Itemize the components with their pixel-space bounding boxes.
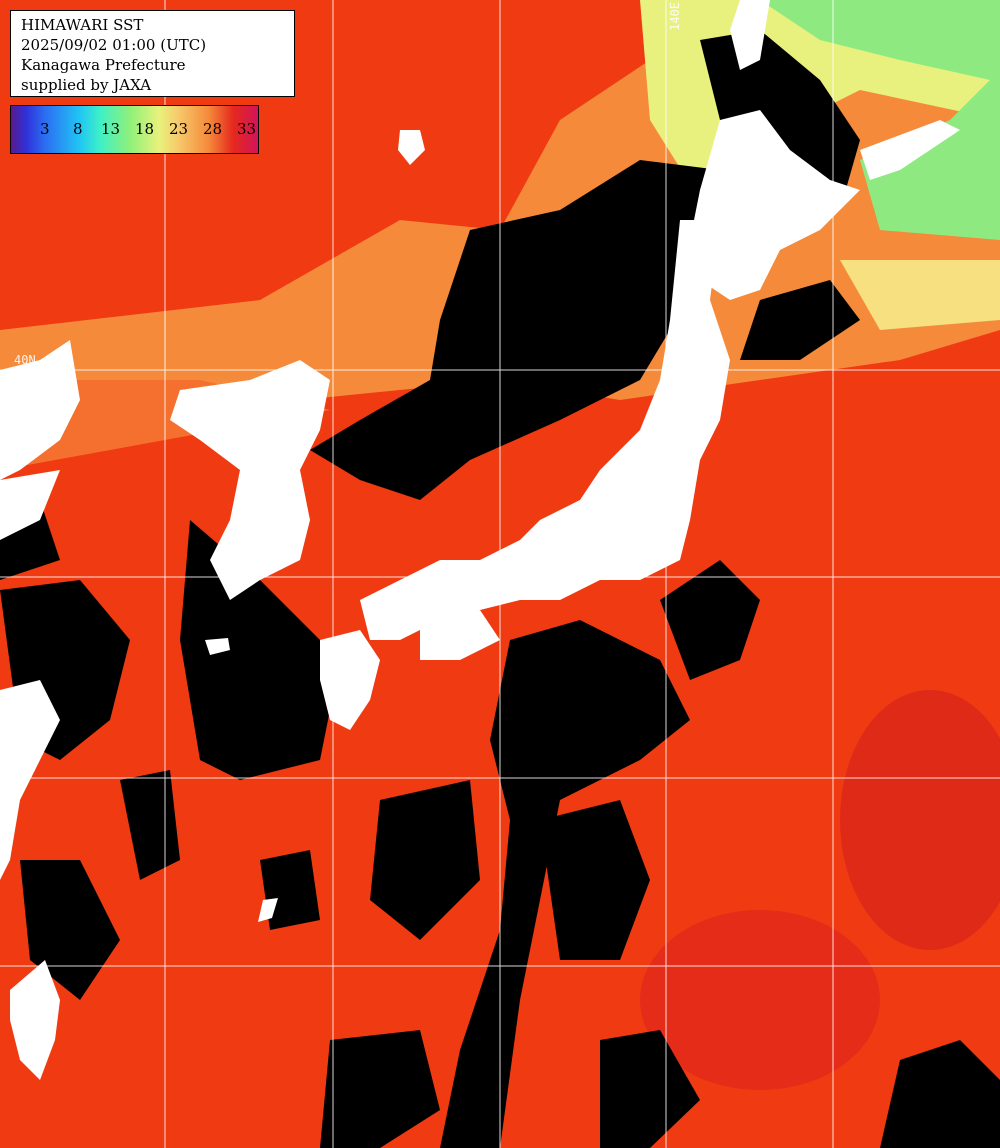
land-korea	[170, 360, 330, 600]
sea-hot-patch	[640, 910, 880, 1090]
land-taiwan	[10, 960, 60, 1080]
cloud-mass	[310, 160, 720, 500]
latitude-label-40n: 40N	[14, 353, 36, 367]
colorbar-tick: 13	[101, 120, 121, 138]
land-island	[258, 898, 278, 922]
cloud-mass	[660, 560, 760, 680]
land-kyushu	[320, 630, 380, 730]
land-island	[398, 130, 425, 165]
datetime-line: 2025/09/02 01:00 (UTC)	[21, 36, 207, 54]
colorbar-tick: 23	[169, 120, 189, 138]
sea-cold-okhotsk	[760, 0, 1000, 240]
land-kurils	[860, 120, 960, 180]
sea-cool-east	[840, 260, 1000, 330]
longitude-label-140e: 140E	[668, 2, 682, 31]
land-island	[205, 638, 230, 655]
cloud-mass	[180, 520, 340, 780]
cloud-mass	[540, 800, 650, 960]
land-sakhalin	[730, 0, 770, 70]
land-china-coast	[0, 340, 80, 480]
sea-hot-patch	[840, 690, 1000, 950]
cloud-mass	[880, 1040, 1000, 1148]
title-line: HIMAWARI SST	[21, 16, 144, 34]
land-hokkaido	[690, 110, 860, 300]
cloud-mass	[600, 1030, 700, 1148]
cloud-mass	[320, 1030, 440, 1148]
cloud-mass	[260, 850, 320, 930]
colorbar-tick: 28	[203, 120, 223, 138]
colorbar-tick: 18	[135, 120, 155, 138]
land-china-south	[0, 680, 60, 880]
temperature-colorbar: 3 8 13 18 23 28 33	[10, 105, 259, 154]
land-shikoku	[420, 610, 500, 660]
latitude-label-30n: 30N	[14, 760, 36, 774]
title-box: HIMAWARI SST 2025/09/02 01:00 (UTC) Kana…	[10, 10, 295, 97]
land-china-coast	[0, 470, 60, 540]
colorbar-tick: 3	[40, 120, 50, 138]
colorbar-tick: 33	[237, 120, 257, 138]
region-line: Kanagawa Prefecture	[21, 56, 186, 74]
cloud-mass	[740, 280, 860, 360]
colorbar-tick: 8	[73, 120, 83, 138]
cloud-mass	[370, 780, 480, 940]
land-honshu	[360, 220, 730, 640]
credit-line: supplied by JAXA	[21, 76, 152, 94]
cloud-mass	[440, 620, 690, 1148]
